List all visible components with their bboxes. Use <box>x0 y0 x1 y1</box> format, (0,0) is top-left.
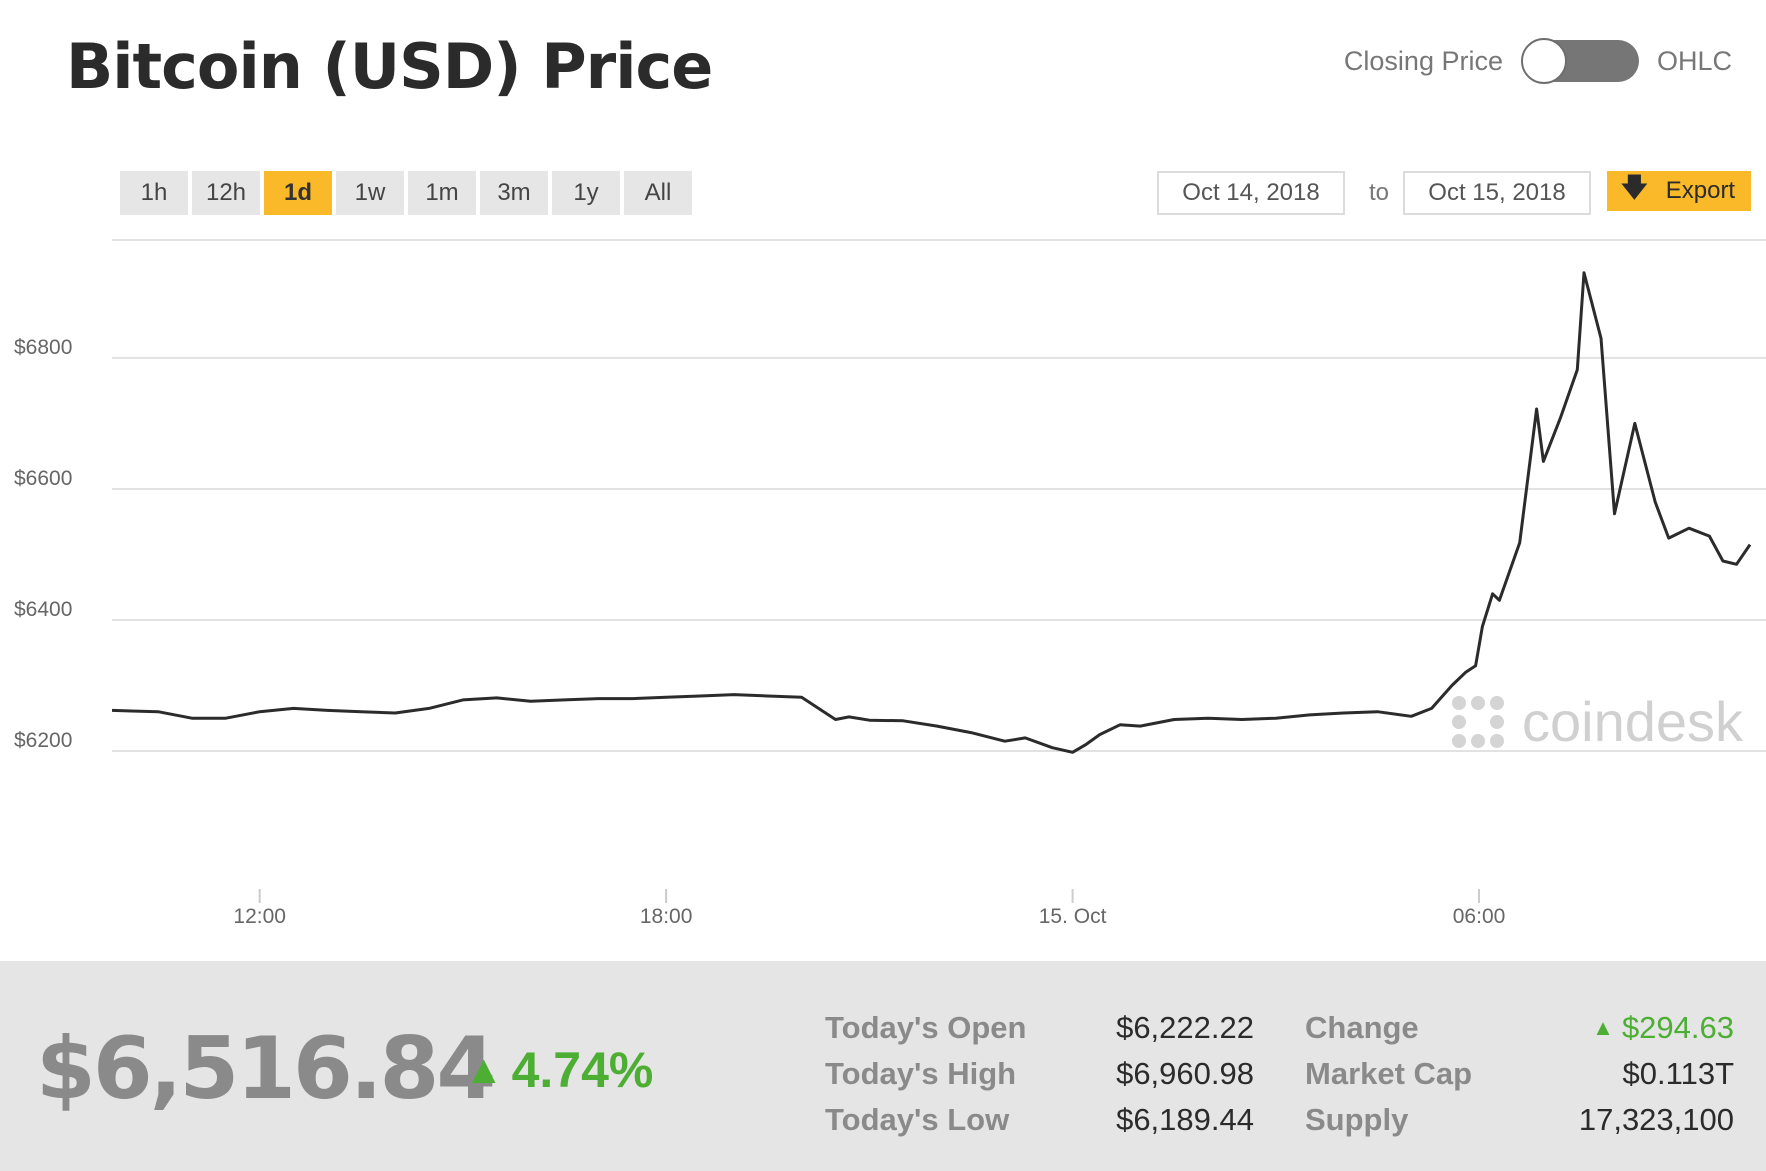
page-title: Bitcoin (USD) Price <box>66 30 713 103</box>
price-type-toggle-group: Closing Price OHLC <box>1343 38 1732 84</box>
y-tick-label: $6400 <box>14 598 72 621</box>
watermark-logo-dot <box>1452 715 1466 729</box>
range-button-3m[interactable]: 3m <box>480 171 548 215</box>
y-tick-label: $6800 <box>14 336 72 359</box>
from-date-input[interactable]: Oct 14, 2018 <box>1157 171 1345 215</box>
market-cap-label: Market Cap <box>1305 1056 1473 1091</box>
ohlc-label[interactable]: OHLC <box>1656 45 1732 76</box>
export-button[interactable]: 🡇 Export <box>1607 171 1751 211</box>
range-button-all[interactable]: All <box>624 171 692 215</box>
range-button-12h[interactable]: 12h <box>192 171 260 215</box>
price-chart: $6200 $6400 $6600 $6800 12:00 18:00 15. Oct 06… <box>14 239 1766 928</box>
range-button-1m[interactable]: 1m <box>408 171 476 215</box>
todays-low-value: $6,189.44 <box>1116 1102 1254 1137</box>
closing-price-label[interactable]: Closing Price <box>1343 45 1503 76</box>
export-label: Export <box>1665 177 1736 204</box>
todays-open-value: $6,222.22 <box>1116 1010 1254 1045</box>
date-range-to-label: to <box>1368 179 1389 206</box>
todays-low-label: Today's Low <box>825 1102 1010 1137</box>
up-triangle-icon: ▲ <box>464 1047 504 1092</box>
watermark-logo-dot <box>1490 734 1504 748</box>
watermark-logo-dot <box>1471 734 1485 748</box>
price-summary-bar: $6,516.84 ▲ 4.74% Today's Open $6,222.22… <box>0 961 1766 1171</box>
x-tick-label: 12:00 <box>233 905 286 928</box>
watermark-logo-dot <box>1452 734 1466 748</box>
y-tick-label: $6600 <box>14 467 72 490</box>
coindesk-watermark: coindesk <box>1452 690 1744 753</box>
supply-label: Supply <box>1305 1102 1409 1137</box>
x-tick-label: 18:00 <box>640 905 693 928</box>
download-arrow-icon: 🡇 <box>1621 172 1648 202</box>
watermark-text: coindesk <box>1522 690 1744 753</box>
x-tick-label: 06:00 <box>1453 905 1506 928</box>
watermark-logo-dot <box>1452 696 1466 710</box>
up-triangle-icon: ▲ <box>1592 1015 1614 1040</box>
change-label: Change <box>1305 1010 1419 1045</box>
todays-high-value: $6,960.98 <box>1116 1056 1254 1091</box>
change-percent-value: 4.74% <box>511 1042 654 1098</box>
range-button-1w[interactable]: 1w <box>336 171 404 215</box>
to-date-input[interactable]: Oct 15, 2018 <box>1403 171 1591 215</box>
current-price: $6,516.84 <box>36 1019 496 1119</box>
time-range-selector: 1h 12h 1d 1w 1m 3m 1y All <box>120 171 696 215</box>
market-cap-value: $0.113T <box>1622 1056 1734 1091</box>
price-change-percent: ▲ 4.74% <box>464 1041 653 1099</box>
price-series-line <box>111 271 1752 754</box>
todays-high-label: Today's High <box>825 1056 1017 1091</box>
range-button-1h[interactable]: 1h <box>120 171 188 215</box>
range-button-1d[interactable]: 1d <box>264 171 332 215</box>
toggle-knob[interactable] <box>1520 38 1567 84</box>
watermark-logo-dot <box>1490 715 1504 729</box>
watermark-logo-dot <box>1490 696 1504 710</box>
change-value: ▲ $294.63 <box>1592 1010 1734 1046</box>
y-tick-label: $6200 <box>14 729 72 752</box>
x-tick-label: 15. Oct <box>1039 905 1107 928</box>
supply-value: 17,323,100 <box>1578 1102 1734 1137</box>
todays-open-label: Today's Open <box>825 1010 1027 1045</box>
range-button-1y[interactable]: 1y <box>552 171 620 215</box>
watermark-logo-dot <box>1471 696 1485 710</box>
change-amount: $294.63 <box>1621 1010 1734 1045</box>
price-type-toggle[interactable] <box>1520 38 1639 84</box>
